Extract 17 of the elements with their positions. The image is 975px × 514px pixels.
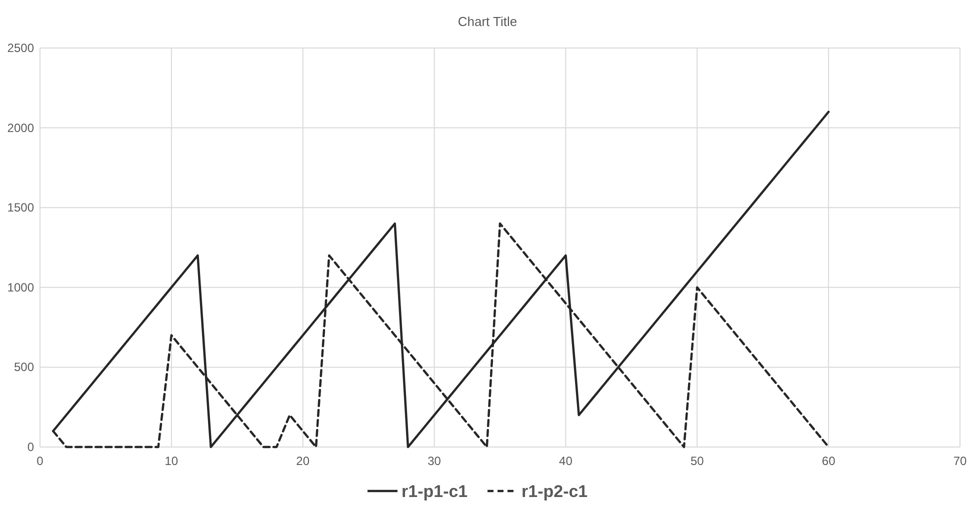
y-tick-label: 2000 — [7, 120, 34, 135]
y-tick-label: 1000 — [7, 280, 34, 294]
x-tick-label: 70 — [953, 454, 967, 468]
x-tick-label: 40 — [559, 454, 573, 468]
chart-title: Chart Title — [458, 14, 518, 29]
y-tick-label: 500 — [14, 360, 34, 374]
x-tick-label: 50 — [690, 454, 704, 468]
y-tick-label: 2500 — [7, 41, 34, 55]
x-tick-label: 20 — [296, 454, 310, 468]
x-tick-label: 0 — [36, 454, 44, 468]
x-tick-label: 10 — [164, 454, 178, 468]
legend-label: r1-p2-c1 — [522, 482, 588, 501]
y-tick-label: 0 — [27, 440, 34, 454]
legend-label: r1-p1-c1 — [402, 482, 468, 501]
y-tick-label: 1500 — [7, 200, 34, 215]
x-tick-label: 30 — [428, 454, 442, 468]
x-tick-label: 60 — [822, 454, 836, 468]
